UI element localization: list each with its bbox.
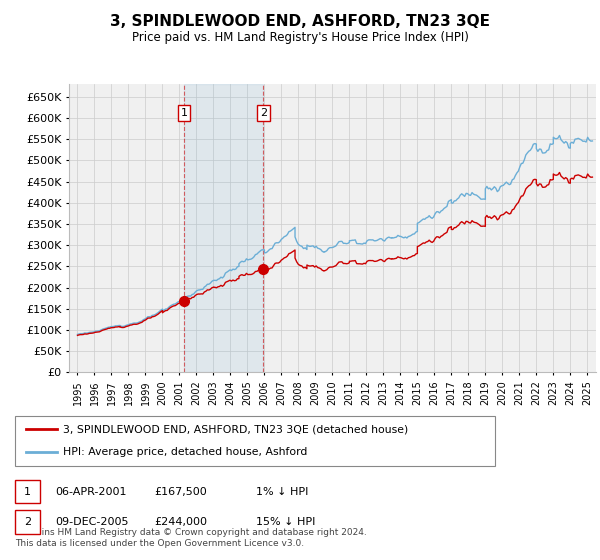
Bar: [184, 84, 263, 372]
Text: £244,000: £244,000: [154, 517, 207, 527]
Text: 15% ↓ HPI: 15% ↓ HPI: [256, 517, 316, 527]
Text: Contains HM Land Registry data © Crown copyright and database right 2024.
This d: Contains HM Land Registry data © Crown c…: [15, 528, 367, 548]
Text: HPI: Average price, detached house, Ashford: HPI: Average price, detached house, Ashf…: [63, 447, 307, 458]
Text: 09-DEC-2005: 09-DEC-2005: [55, 517, 128, 527]
Text: 1: 1: [181, 108, 188, 118]
Text: 1: 1: [24, 487, 31, 497]
Text: £167,500: £167,500: [154, 487, 207, 497]
Text: Price paid vs. HM Land Registry's House Price Index (HPI): Price paid vs. HM Land Registry's House …: [131, 31, 469, 44]
Text: 3, SPINDLEWOOD END, ASHFORD, TN23 3QE (detached house): 3, SPINDLEWOOD END, ASHFORD, TN23 3QE (d…: [63, 424, 408, 434]
Text: 3, SPINDLEWOOD END, ASHFORD, TN23 3QE: 3, SPINDLEWOOD END, ASHFORD, TN23 3QE: [110, 14, 490, 29]
Text: 1% ↓ HPI: 1% ↓ HPI: [256, 487, 308, 497]
Text: 06-APR-2001: 06-APR-2001: [55, 487, 127, 497]
Text: 2: 2: [260, 108, 267, 118]
Text: 2: 2: [24, 517, 31, 527]
